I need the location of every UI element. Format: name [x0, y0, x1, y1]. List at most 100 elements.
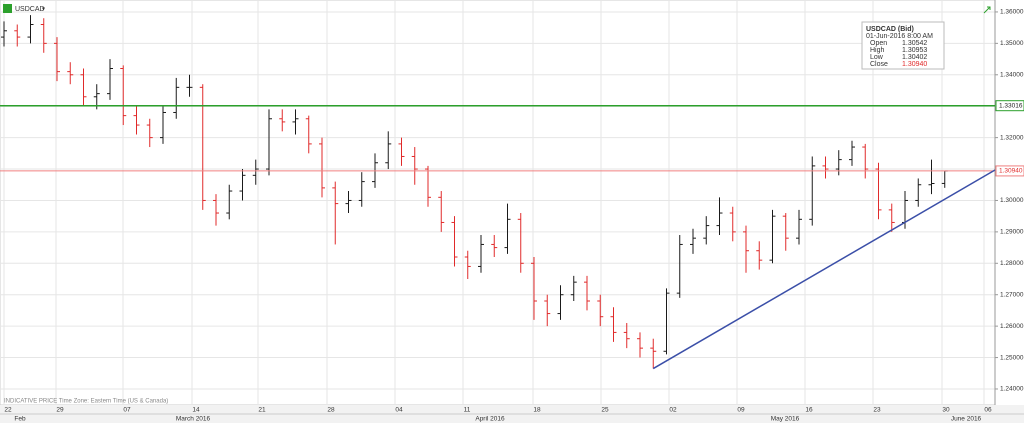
ohlc-bar — [27, 15, 34, 44]
x-tick-label: 22 — [4, 407, 12, 414]
x-tick-label: 11 — [464, 407, 471, 414]
ohlc-bar — [186, 74, 193, 97]
ohlc-bar — [358, 172, 365, 207]
ohlc-bar — [319, 137, 325, 198]
ohlc-bar — [40, 18, 47, 53]
ohlc-bar — [279, 109, 286, 132]
ohlc-bar — [650, 338, 657, 369]
ohlc-bar — [517, 213, 524, 273]
ohlc-bar — [1, 21, 7, 47]
ohlc-bar — [425, 165, 431, 207]
x-tick-label: 21 — [258, 407, 266, 414]
ohlc-bar — [133, 106, 140, 135]
footer: INDICATIVE PRICE Time Zone: Eastern Time… — [4, 399, 168, 405]
level-label: 1.30940 — [999, 168, 1023, 175]
ohlc-bar — [464, 250, 471, 280]
level-tag — [995, 100, 1024, 112]
y-tick-label: 1.35000 — [1000, 40, 1024, 47]
ohlc-bar — [411, 147, 418, 185]
trend-line — [652, 169, 996, 370]
x-tick-label: 16 — [805, 407, 813, 414]
y-tick-label: 1.27000 — [1000, 291, 1024, 298]
ohlc-bar — [438, 191, 445, 232]
ohlc-bar — [173, 77, 180, 119]
ohlc-bar — [107, 59, 113, 100]
ohlc-bar — [239, 169, 246, 201]
grid — [0, 0, 995, 405]
ohlc-bar — [888, 203, 895, 232]
x-tick-label: 30 — [942, 407, 950, 414]
month-label: May 2016 — [771, 416, 800, 423]
ohlc-bar — [597, 294, 604, 327]
x-tick-label: 07 — [123, 407, 131, 414]
x-tick-label: 02 — [669, 407, 677, 414]
x-tick-label: 28 — [327, 407, 335, 414]
ohlc-bar — [756, 241, 763, 270]
ohlc-bar — [796, 209, 802, 245]
month-label: March 2016 — [176, 416, 211, 423]
ohlc-bar — [80, 68, 87, 107]
month-label: Feb — [14, 416, 26, 423]
ohlc-bar — [862, 143, 869, 179]
info-title: USDCAD (Bid) — [866, 26, 914, 33]
ohlc-bar — [345, 191, 352, 214]
ohlc-bar — [266, 109, 272, 176]
x-tick-label: 04 — [395, 407, 403, 414]
ohlc-bar — [743, 225, 749, 273]
month-label: June 2016 — [951, 416, 982, 423]
ohlc-bar — [213, 194, 219, 226]
ohlc-bar — [544, 294, 551, 327]
ohlc-bar — [226, 184, 233, 220]
ohlc-bar — [292, 109, 299, 135]
ohlc-bar — [663, 288, 670, 355]
y-tick-label: 1.26000 — [1000, 323, 1024, 330]
ohlc-bar — [14, 24, 21, 47]
ohlc-bar — [54, 37, 60, 82]
ohlc-bar — [120, 65, 127, 126]
ohlc-bar — [928, 159, 935, 195]
ohlc-bar — [584, 275, 590, 311]
y-tick-label: 1.28000 — [1000, 260, 1024, 267]
ohlc-bar — [67, 62, 74, 85]
ohlc-bar — [822, 156, 829, 179]
ohlc-bar — [623, 322, 630, 349]
dropdown[interactable]: ▾ — [42, 7, 45, 13]
ohlc-bar — [451, 216, 458, 267]
x-tick-label: 29 — [56, 407, 64, 414]
info-label: Low — [870, 54, 884, 61]
ohlc-bar — [637, 332, 643, 358]
marks — [1, 15, 948, 369]
y-tick-label: 1.24000 — [1000, 386, 1024, 393]
y-tick-label: 1.25000 — [1000, 354, 1024, 361]
symbol-icon[interactable] — [3, 4, 12, 13]
info-value: 1.30542 — [902, 40, 927, 47]
symbol[interactable]: USDCAD — [15, 6, 45, 13]
plot-area — [0, 0, 996, 406]
info-value: 1.30940 — [902, 61, 927, 68]
ohlc-bar — [570, 275, 577, 302]
info-value: 1.30402 — [902, 54, 927, 61]
x-tick-label: 23 — [873, 407, 881, 414]
month-label: April 2016 — [475, 416, 505, 423]
ohlc-bar — [769, 209, 776, 264]
ohlc-bar — [676, 235, 683, 298]
ohlc-bar — [491, 235, 498, 258]
expand-icon[interactable] — [983, 6, 991, 14]
ohlc-bar — [557, 285, 564, 320]
ohlc-bar — [478, 235, 484, 273]
x-tick-label: 25 — [601, 407, 609, 414]
ohlc-bar — [504, 203, 511, 254]
info-box: USDCAD (Bid) 01-Jun-2016 8:00 AM — [861, 21, 945, 70]
y-tick-label: 1.36000 — [1000, 9, 1024, 16]
level-tag — [995, 165, 1024, 177]
info-label: Close — [870, 61, 888, 68]
ohlc-bar — [915, 178, 922, 207]
ohlc-bar — [716, 197, 723, 236]
info-value: 1.30953 — [902, 47, 927, 54]
ohlc-bar — [703, 216, 710, 245]
ohlc-bar — [610, 307, 617, 342]
ohlc-bar — [398, 137, 405, 166]
ohlc-bar — [782, 213, 789, 251]
ohlc-bar — [305, 115, 312, 154]
